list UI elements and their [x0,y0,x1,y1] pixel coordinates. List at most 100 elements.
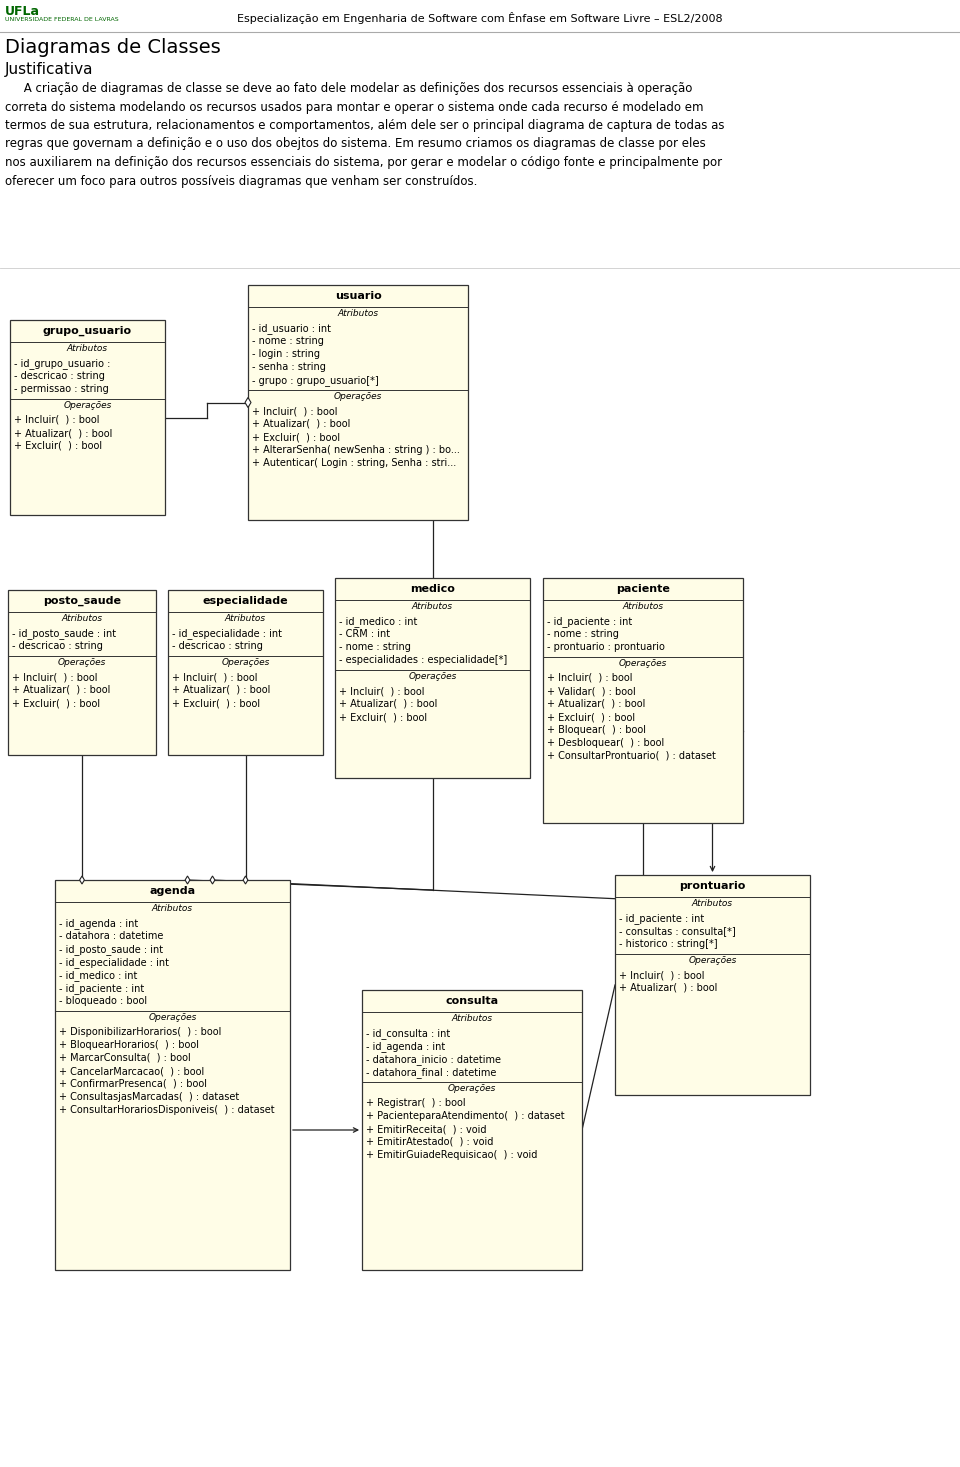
Text: - nome : string: - nome : string [547,629,619,640]
Text: - id_posto_saude : int: - id_posto_saude : int [12,628,116,640]
Text: - CRM : int: - CRM : int [339,629,390,640]
Text: - id_medico : int: - id_medico : int [59,970,137,981]
Text: Operações: Operações [447,1084,496,1093]
Text: + Excluir(  ) : bool: + Excluir( ) : bool [547,711,636,722]
Text: Especialização em Engenharia de Software com Ênfase em Software Livre – ESL2/200: Especialização em Engenharia de Software… [237,12,723,23]
Text: + Incluir(  ) : bool: + Incluir( ) : bool [172,672,257,682]
Text: - id_usuario : int: - id_usuario : int [252,323,331,334]
Text: - id_agenda : int: - id_agenda : int [59,918,138,929]
Text: Operações: Operações [408,672,457,681]
Text: - bloqueado : bool: - bloqueado : bool [59,996,147,1006]
Text: - datahora_inicio : datetime: - datahora_inicio : datetime [366,1053,501,1065]
FancyBboxPatch shape [8,590,156,756]
Text: + Validar(  ) : bool: + Validar( ) : bool [547,687,636,695]
Text: - descricao : string: - descricao : string [172,641,263,651]
Text: + Incluir(  ) : bool: + Incluir( ) : bool [547,673,633,684]
Text: grupo_usuario: grupo_usuario [43,326,132,336]
Text: - nome : string: - nome : string [339,643,411,651]
Text: Atributos: Atributos [451,1014,492,1022]
Text: consulta: consulta [445,996,498,1006]
Text: - especialidades : especialidade[*]: - especialidades : especialidade[*] [339,654,507,665]
Text: - id_paciente : int: - id_paciente : int [547,616,633,626]
Text: Operações: Operações [619,659,667,667]
Text: - id_paciente : int: - id_paciente : int [59,983,144,995]
Text: A criação de diagramas de classe se deve ao fato dele modelar as definições dos : A criação de diagramas de classe se deve… [5,82,725,188]
Text: Operações: Operações [148,1014,197,1022]
Text: - historico : string[*]: - historico : string[*] [619,939,718,949]
Text: + Desbloquear(  ) : bool: + Desbloquear( ) : bool [547,738,664,748]
FancyBboxPatch shape [248,285,468,519]
Text: - senha : string: - senha : string [252,362,325,373]
Text: + Atualizar(  ) : bool: + Atualizar( ) : bool [252,420,350,428]
Text: + ConfirmarPresenca(  ) : bool: + ConfirmarPresenca( ) : bool [59,1080,207,1089]
FancyBboxPatch shape [55,880,290,1270]
Text: Atributos: Atributos [225,615,266,623]
Text: + MarcarConsulta(  ) : bool: + MarcarConsulta( ) : bool [59,1053,191,1064]
Text: + DisponibilizarHorarios(  ) : bool: + DisponibilizarHorarios( ) : bool [59,1027,222,1037]
Text: + Incluir(  ) : bool: + Incluir( ) : bool [619,970,705,980]
Text: + Registrar(  ) : bool: + Registrar( ) : bool [366,1097,466,1108]
Text: + Incluir(  ) : bool: + Incluir( ) : bool [252,406,338,417]
Text: Operações: Operações [63,400,111,409]
Text: + Excluir(  ) : bool: + Excluir( ) : bool [339,711,427,722]
Polygon shape [210,876,215,885]
Text: agenda: agenda [150,886,196,896]
Text: - datahora : datetime: - datahora : datetime [59,932,163,940]
Text: UNIVERSIDADE FEDERAL DE LAVRAS: UNIVERSIDADE FEDERAL DE LAVRAS [5,18,119,22]
Text: + Excluir(  ) : bool: + Excluir( ) : bool [172,698,260,709]
Text: Diagramas de Classes: Diagramas de Classes [5,38,221,57]
Text: + AlterarSenha( newSenha : string ) : bo...: + AlterarSenha( newSenha : string ) : bo… [252,445,460,455]
Text: - id_especialidade : int: - id_especialidade : int [172,628,282,640]
Text: + Excluir(  ) : bool: + Excluir( ) : bool [12,698,100,709]
FancyBboxPatch shape [10,320,165,515]
Text: + ConsultarHorariosDisponiveis(  ) : dataset: + ConsultarHorariosDisponiveis( ) : data… [59,1105,275,1115]
Text: Atributos: Atributos [152,904,193,912]
Text: Atributos: Atributos [67,343,108,354]
Text: Operações: Operações [58,659,107,667]
Text: + EmitirGuiadeRequisicao(  ) : void: + EmitirGuiadeRequisicao( ) : void [366,1150,538,1160]
Text: - id_grupo_usuario :: - id_grupo_usuario : [14,358,110,368]
Text: Atributos: Atributos [412,601,453,610]
Text: + PacienteparaAtendimento(  ) : dataset: + PacienteparaAtendimento( ) : dataset [366,1111,564,1121]
Text: - nome : string: - nome : string [252,336,324,346]
Text: Atributos: Atributos [622,601,663,610]
Text: + Atualizar(  ) : bool: + Atualizar( ) : bool [339,698,438,709]
Text: Justificativa: Justificativa [5,62,93,76]
Text: - login : string: - login : string [252,349,320,359]
Text: Operações: Operações [688,956,736,965]
Text: + Atualizar(  ) : bool: + Atualizar( ) : bool [14,428,112,439]
Polygon shape [80,876,84,885]
Text: Atributos: Atributos [692,899,733,908]
Text: - id_especialidade : int: - id_especialidade : int [59,956,169,968]
FancyBboxPatch shape [168,590,323,756]
FancyBboxPatch shape [362,990,582,1270]
Text: Operações: Operações [222,659,270,667]
Text: - consultas : consulta[*]: - consultas : consulta[*] [619,926,735,936]
Text: + Excluir(  ) : bool: + Excluir( ) : bool [14,442,102,450]
Text: + Incluir(  ) : bool: + Incluir( ) : bool [14,415,100,425]
Text: + Excluir(  ) : bool: + Excluir( ) : bool [252,431,340,442]
Text: + CancelarMarcacao(  ) : bool: + CancelarMarcacao( ) : bool [59,1067,204,1075]
Text: + Bloquear(  ) : bool: + Bloquear( ) : bool [547,725,646,735]
Text: - id_medico : int: - id_medico : int [339,616,418,626]
Text: + ConsultasjasMarcadas(  ) : dataset: + ConsultasjasMarcadas( ) : dataset [59,1091,239,1102]
Text: + EmitirAtestado(  ) : void: + EmitirAtestado( ) : void [366,1137,493,1147]
Text: - permissao : string: - permissao : string [14,384,108,395]
Text: - descricao : string: - descricao : string [12,641,103,651]
Text: + Atualizar(  ) : bool: + Atualizar( ) : bool [172,685,271,695]
Text: + Atualizar(  ) : bool: + Atualizar( ) : bool [12,685,110,695]
Text: - prontuario : prontuario: - prontuario : prontuario [547,643,665,651]
Polygon shape [243,876,248,885]
Text: UFLa: UFLa [5,4,40,18]
Text: - id_paciente : int: - id_paciente : int [619,912,705,924]
Text: - descricao : string: - descricao : string [14,371,105,381]
Polygon shape [245,398,251,408]
Text: prontuario: prontuario [680,882,746,890]
FancyBboxPatch shape [543,578,743,823]
Text: posto_saude: posto_saude [43,596,121,606]
Text: Atributos: Atributos [61,615,103,623]
Text: Atributos: Atributos [337,310,378,318]
Polygon shape [185,876,190,885]
Text: usuario: usuario [335,290,381,301]
Text: + BloquearHorarios(  ) : bool: + BloquearHorarios( ) : bool [59,1040,199,1050]
